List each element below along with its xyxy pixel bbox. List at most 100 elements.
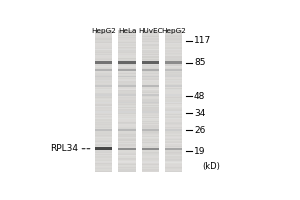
Bar xyxy=(95,34,112,35)
Bar xyxy=(118,148,136,150)
Bar xyxy=(118,156,136,158)
Bar xyxy=(165,106,182,107)
Bar xyxy=(165,38,182,40)
Bar xyxy=(95,171,112,172)
Bar xyxy=(142,71,159,72)
Bar xyxy=(165,106,182,108)
Bar xyxy=(165,155,182,156)
Bar xyxy=(165,80,182,81)
Bar xyxy=(165,148,182,150)
Bar xyxy=(118,79,136,80)
Bar xyxy=(118,133,136,134)
Bar xyxy=(95,60,112,61)
Bar xyxy=(118,166,136,167)
Bar xyxy=(142,161,159,163)
Bar xyxy=(165,94,182,96)
Bar xyxy=(95,63,112,65)
Bar xyxy=(118,77,136,78)
Bar xyxy=(165,30,182,172)
Bar xyxy=(95,155,112,156)
Bar xyxy=(95,69,112,71)
Bar xyxy=(165,124,182,125)
Bar xyxy=(95,116,112,117)
Bar xyxy=(165,48,182,49)
Bar xyxy=(95,93,112,94)
Bar xyxy=(118,147,136,148)
Bar xyxy=(95,165,112,166)
Bar xyxy=(118,161,136,162)
Bar xyxy=(95,115,112,116)
Bar xyxy=(142,156,159,158)
Bar xyxy=(165,108,182,109)
Bar xyxy=(165,127,182,128)
Bar xyxy=(95,30,112,172)
Bar xyxy=(118,76,136,77)
Bar xyxy=(165,74,182,75)
Bar xyxy=(95,137,112,138)
Bar xyxy=(142,158,159,159)
Bar xyxy=(142,52,159,53)
Bar xyxy=(118,114,136,115)
Bar xyxy=(118,85,136,86)
Bar xyxy=(142,153,159,154)
Bar xyxy=(142,79,159,80)
Bar xyxy=(95,78,112,79)
Bar xyxy=(142,108,159,109)
Bar xyxy=(95,46,112,47)
Bar xyxy=(118,61,136,64)
Bar xyxy=(142,137,159,139)
Bar xyxy=(165,41,182,42)
Bar xyxy=(142,88,159,90)
Bar xyxy=(118,155,136,156)
Text: 34: 34 xyxy=(194,109,205,118)
Bar xyxy=(165,158,182,159)
Bar xyxy=(118,111,136,113)
Bar xyxy=(118,83,136,84)
Bar xyxy=(95,158,112,159)
Bar xyxy=(118,99,136,100)
Bar xyxy=(118,56,136,58)
Bar xyxy=(142,129,159,131)
Bar xyxy=(142,165,159,166)
Bar xyxy=(165,110,182,111)
Bar xyxy=(165,149,182,150)
Bar xyxy=(142,40,159,41)
Bar xyxy=(95,58,112,59)
Bar xyxy=(165,55,182,56)
Bar xyxy=(118,136,136,137)
Bar xyxy=(165,37,182,38)
Bar xyxy=(118,80,136,81)
Bar xyxy=(95,118,112,119)
Bar xyxy=(142,147,159,148)
Bar xyxy=(118,66,136,67)
Bar xyxy=(142,121,159,122)
Bar xyxy=(165,58,182,59)
Bar xyxy=(118,42,136,43)
Bar xyxy=(95,97,112,98)
Bar xyxy=(95,143,112,144)
Bar xyxy=(95,111,112,112)
Bar xyxy=(142,96,159,97)
Bar xyxy=(165,125,182,127)
Bar xyxy=(95,164,112,165)
Bar xyxy=(142,43,159,44)
Bar xyxy=(165,50,182,52)
Bar xyxy=(165,52,182,53)
Bar xyxy=(165,150,182,152)
Bar xyxy=(165,34,182,35)
Bar xyxy=(118,123,136,124)
Bar xyxy=(118,117,136,118)
Bar xyxy=(142,135,159,136)
Bar xyxy=(95,75,112,77)
Bar xyxy=(142,123,159,124)
Bar xyxy=(142,85,159,87)
Bar xyxy=(142,94,159,96)
Bar xyxy=(118,96,136,97)
Bar xyxy=(118,67,136,68)
Bar xyxy=(165,115,182,116)
Bar xyxy=(165,156,182,158)
Bar xyxy=(118,44,136,46)
Bar xyxy=(95,40,112,41)
Bar xyxy=(165,135,182,136)
Bar xyxy=(142,104,159,105)
